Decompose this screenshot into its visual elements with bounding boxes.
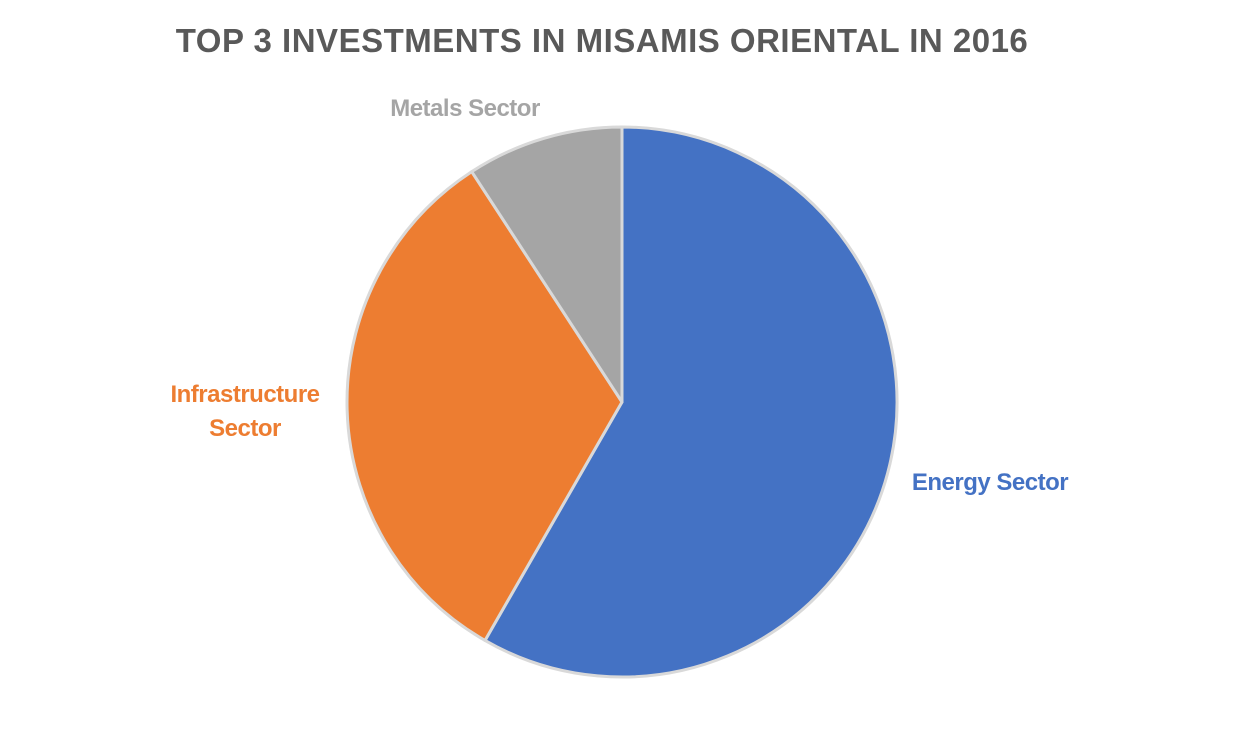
chart-title: TOP 3 INVESTMENTS IN MISAMIS ORIENTAL IN… [175,22,1029,59]
slice-label: Infrastructure Sector [170,381,320,442]
slice-label: Metals Sector [390,95,540,122]
slice-label: Energy Sector [911,469,1069,496]
pie-slice [345,170,624,642]
pie-slice [470,125,624,404]
pie-slice [483,125,899,679]
